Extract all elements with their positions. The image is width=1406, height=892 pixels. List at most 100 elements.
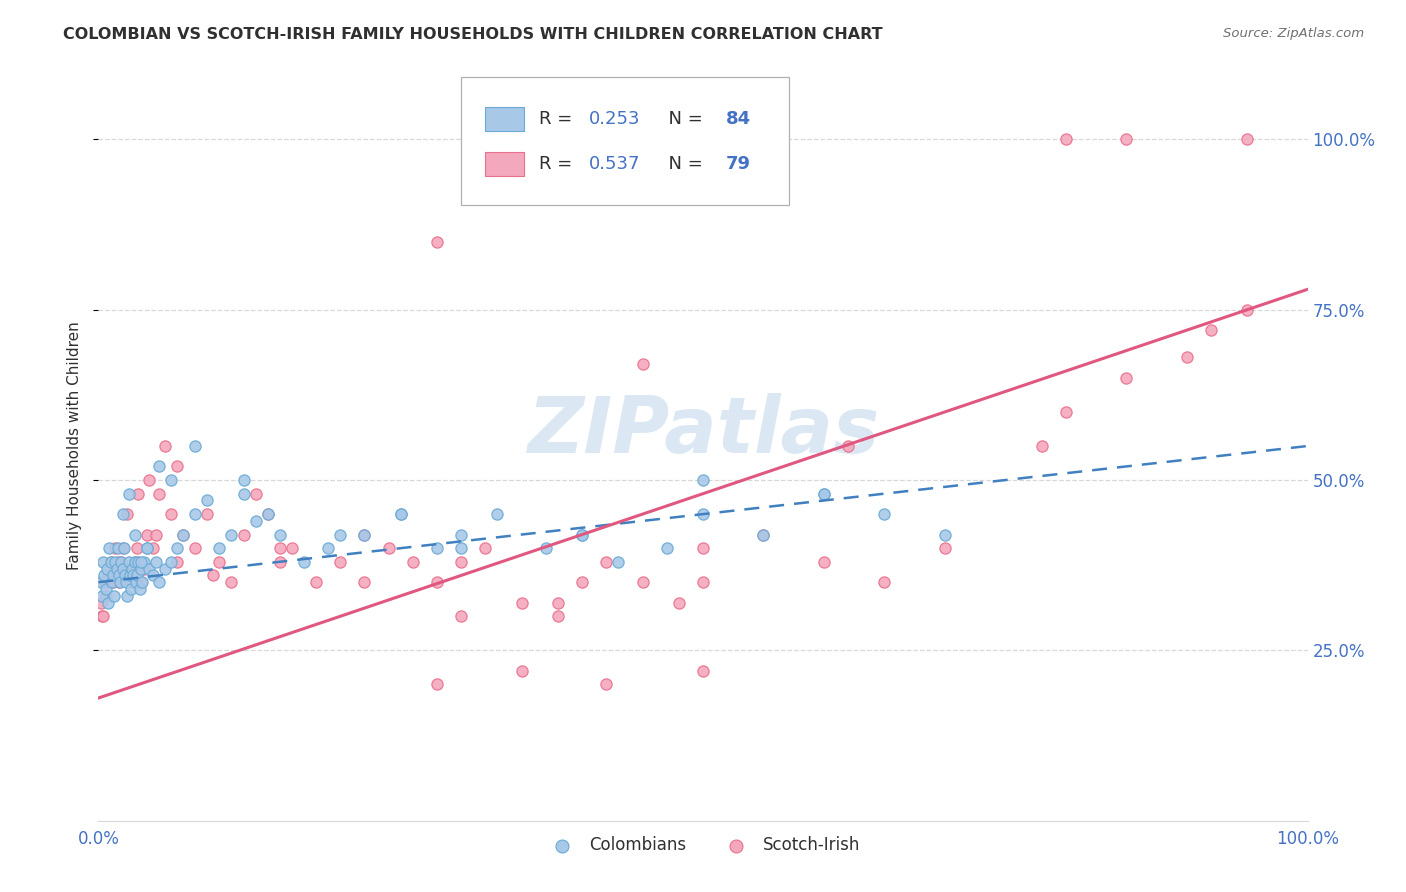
Point — [510, 596, 533, 610]
Point — [595, 555, 617, 569]
Point — [752, 527, 775, 541]
Point — [127, 541, 149, 556]
Point — [692, 575, 714, 590]
Point — [111, 507, 134, 521]
Text: N =: N = — [657, 154, 709, 172]
Point — [256, 507, 278, 521]
Point — [142, 541, 165, 556]
Point — [98, 541, 121, 556]
FancyBboxPatch shape — [485, 106, 524, 130]
Point — [305, 575, 328, 590]
Point — [148, 575, 170, 590]
Point — [127, 568, 149, 582]
Point — [94, 589, 117, 603]
Point — [108, 575, 131, 590]
Point — [232, 527, 254, 541]
Point — [873, 575, 896, 590]
Point — [571, 575, 593, 590]
Point — [128, 582, 150, 596]
Point — [195, 493, 218, 508]
Point — [135, 541, 157, 556]
Point — [232, 486, 254, 500]
Point — [108, 575, 131, 590]
Point — [571, 527, 593, 541]
Point — [426, 235, 449, 249]
Point — [100, 555, 122, 569]
Point — [91, 555, 114, 569]
Point — [184, 439, 207, 453]
Point — [110, 555, 132, 569]
Point — [90, 596, 112, 610]
Point — [138, 561, 160, 575]
Point — [94, 582, 117, 596]
Point — [129, 575, 152, 590]
Point — [1236, 132, 1258, 146]
Point — [124, 555, 146, 569]
Point — [172, 527, 194, 541]
Point — [292, 555, 315, 569]
Point — [813, 486, 835, 500]
Point — [108, 568, 131, 582]
Point — [90, 575, 112, 590]
Point — [111, 561, 134, 575]
Point — [450, 609, 472, 624]
Point — [402, 555, 425, 569]
Point — [571, 527, 593, 541]
Point — [1199, 323, 1222, 337]
Point — [202, 568, 225, 582]
Point — [631, 357, 654, 371]
Point — [91, 589, 114, 603]
Point — [118, 568, 141, 582]
Point — [595, 677, 617, 691]
Point — [124, 555, 146, 569]
Point — [125, 575, 148, 590]
Point — [269, 541, 291, 556]
Point — [256, 507, 278, 521]
Point — [837, 439, 859, 453]
Point — [353, 575, 375, 590]
Point — [547, 596, 569, 610]
Point — [752, 527, 775, 541]
Point — [121, 575, 143, 590]
Point — [118, 486, 141, 500]
Point — [692, 664, 714, 678]
Point — [232, 473, 254, 487]
Point — [129, 555, 152, 569]
Point — [208, 555, 231, 569]
Point — [534, 541, 557, 556]
Point — [120, 582, 142, 596]
Point — [245, 486, 267, 500]
Point — [692, 507, 714, 521]
Text: 0.537: 0.537 — [589, 154, 641, 172]
Point — [195, 507, 218, 521]
Point — [1175, 351, 1198, 365]
FancyBboxPatch shape — [485, 152, 524, 176]
Text: COLOMBIAN VS SCOTCH-IRISH FAMILY HOUSEHOLDS WITH CHILDREN CORRELATION CHART: COLOMBIAN VS SCOTCH-IRISH FAMILY HOUSEHO… — [63, 27, 883, 42]
Text: 84: 84 — [725, 110, 751, 128]
Point — [692, 541, 714, 556]
Point — [91, 609, 114, 624]
Point — [316, 541, 339, 556]
Point — [934, 527, 956, 541]
Point — [1054, 132, 1077, 146]
Point — [110, 555, 132, 569]
Point — [105, 561, 128, 575]
Point — [934, 541, 956, 556]
Text: Source: ZipAtlas.com: Source: ZipAtlas.com — [1223, 27, 1364, 40]
Point — [668, 596, 690, 610]
Point — [138, 473, 160, 487]
Point — [1115, 371, 1137, 385]
Point — [160, 507, 183, 521]
Point — [145, 527, 167, 541]
Point — [329, 527, 352, 541]
Point — [93, 568, 115, 582]
Point — [269, 527, 291, 541]
Point — [208, 541, 231, 556]
Point — [329, 555, 352, 569]
Text: R =: R = — [538, 154, 578, 172]
Point — [1031, 439, 1053, 453]
Point — [160, 555, 183, 569]
FancyBboxPatch shape — [461, 77, 789, 205]
Point — [100, 575, 122, 590]
Point — [426, 541, 449, 556]
